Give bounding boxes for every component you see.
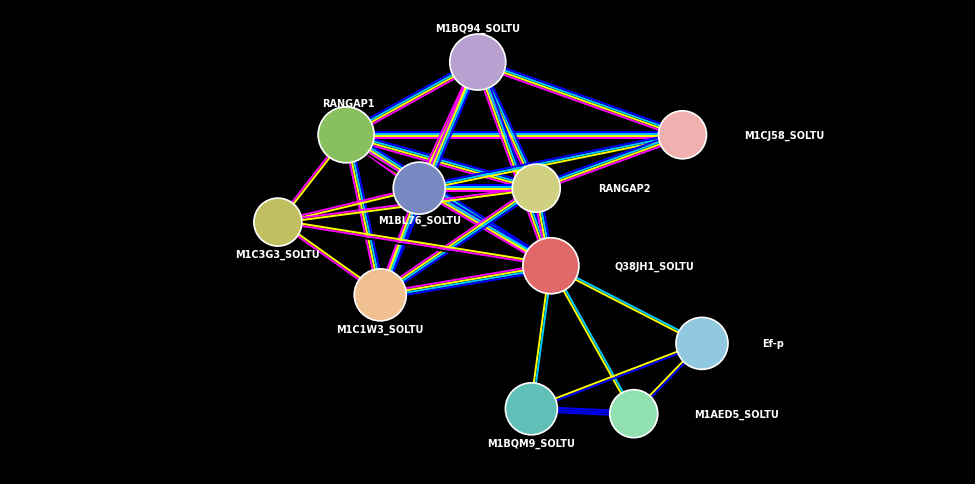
Circle shape bbox=[658, 112, 707, 159]
Text: M1BQ94_SOLTU: M1BQ94_SOLTU bbox=[435, 24, 521, 34]
Text: RANGAP1: RANGAP1 bbox=[322, 99, 374, 108]
Text: RANGAP2: RANGAP2 bbox=[599, 184, 650, 194]
Circle shape bbox=[393, 163, 446, 215]
Text: M1BL76_SOLTU: M1BL76_SOLTU bbox=[377, 215, 461, 226]
Text: Ef-p: Ef-p bbox=[762, 339, 784, 348]
Circle shape bbox=[354, 269, 407, 321]
Text: M1AED5_SOLTU: M1AED5_SOLTU bbox=[694, 408, 778, 419]
Text: M1C1W3_SOLTU: M1C1W3_SOLTU bbox=[336, 324, 424, 334]
Circle shape bbox=[609, 390, 658, 438]
Circle shape bbox=[318, 107, 374, 164]
Circle shape bbox=[676, 318, 728, 370]
Text: M1C3G3_SOLTU: M1C3G3_SOLTU bbox=[236, 249, 320, 260]
Circle shape bbox=[523, 238, 579, 294]
Text: M1CJ58_SOLTU: M1CJ58_SOLTU bbox=[745, 130, 825, 141]
Circle shape bbox=[254, 199, 302, 246]
Text: M1BQM9_SOLTU: M1BQM9_SOLTU bbox=[488, 438, 575, 448]
Circle shape bbox=[449, 35, 506, 91]
Circle shape bbox=[505, 383, 558, 435]
Circle shape bbox=[512, 165, 561, 212]
Text: Q38JH1_SOLTU: Q38JH1_SOLTU bbox=[615, 261, 694, 272]
